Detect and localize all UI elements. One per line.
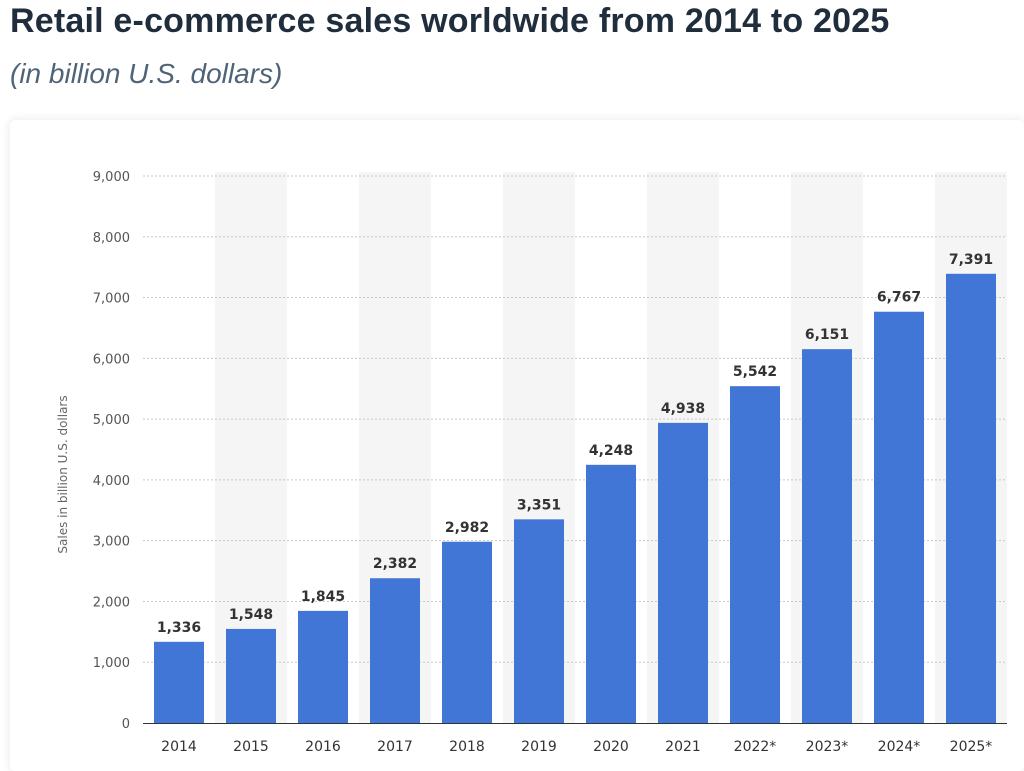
x-tick-label: 2020 (593, 739, 629, 755)
bar-2022-projected (730, 386, 780, 723)
x-tick-label: 2022* (734, 739, 777, 755)
data-label: 4,248 (589, 443, 633, 459)
x-tick-label: 2019 (521, 739, 557, 755)
data-label: 2,982 (445, 520, 489, 536)
y-tick-label: 9,000 (93, 170, 130, 185)
y-tick-label: 8,000 (93, 231, 130, 246)
x-tick-label: 2017 (377, 739, 413, 755)
data-label: 1,548 (229, 607, 273, 623)
x-tick-label: 2018 (449, 739, 485, 755)
x-tick-label: 2014 (161, 739, 197, 755)
x-tick-label: 2024* (878, 739, 921, 755)
y-tick-label: 6,000 (93, 352, 130, 367)
x-tick-label: 2016 (305, 739, 341, 755)
bar-2019 (514, 519, 564, 723)
y-tick-label: 4,000 (93, 474, 130, 489)
data-label: 7,391 (949, 252, 993, 268)
bar-2020 (586, 464, 636, 723)
bar-2023-projected (802, 349, 852, 723)
bar-2018 (442, 541, 492, 723)
bar-chart: 0 1,000 2,000 3,000 4,000 5,000 6,000 7,000 8,00… (56, 170, 1007, 755)
bar-2015 (226, 628, 276, 723)
data-label: 5,542 (733, 364, 777, 380)
bar-2017 (370, 578, 420, 723)
data-label: 4,938 (661, 401, 705, 417)
data-label: 1,845 (301, 589, 345, 605)
y-tick-label: 5,000 (93, 413, 130, 428)
bar-2024-projected (874, 311, 924, 723)
chart-card: 0 1,000 2,000 3,000 4,000 5,000 6,000 7,000 8,00… (10, 120, 1024, 771)
bar-2016 (298, 610, 348, 723)
data-label: 6,151 (805, 327, 849, 343)
data-label: 1,336 (157, 620, 201, 636)
y-tick-label: 2,000 (93, 595, 130, 610)
bar-2014 (154, 641, 204, 723)
x-tick-label: 2021 (665, 739, 701, 755)
x-tick-label: 2023* (806, 739, 849, 755)
data-label: 3,351 (517, 497, 561, 513)
chart-title: Retail e-commerce sales worldwide from 2… (10, 2, 890, 40)
bar-2021 (658, 422, 708, 723)
y-tick-label: 3,000 (93, 535, 130, 550)
y-tick-label: 1,000 (93, 656, 130, 671)
y-tick-label: 0 (122, 717, 130, 732)
data-label: 6,767 (877, 290, 921, 306)
x-tick-label: 2025* (950, 739, 993, 755)
x-tick-label: 2015 (233, 739, 269, 755)
data-label: 2,382 (373, 556, 417, 572)
y-axis-label: Sales in billion U.S. dollars (56, 395, 70, 553)
chart-subtitle: (in billion U.S. dollars) (10, 58, 283, 89)
bar-2025-projected (946, 273, 996, 723)
y-tick-label: 7,000 (93, 292, 130, 307)
